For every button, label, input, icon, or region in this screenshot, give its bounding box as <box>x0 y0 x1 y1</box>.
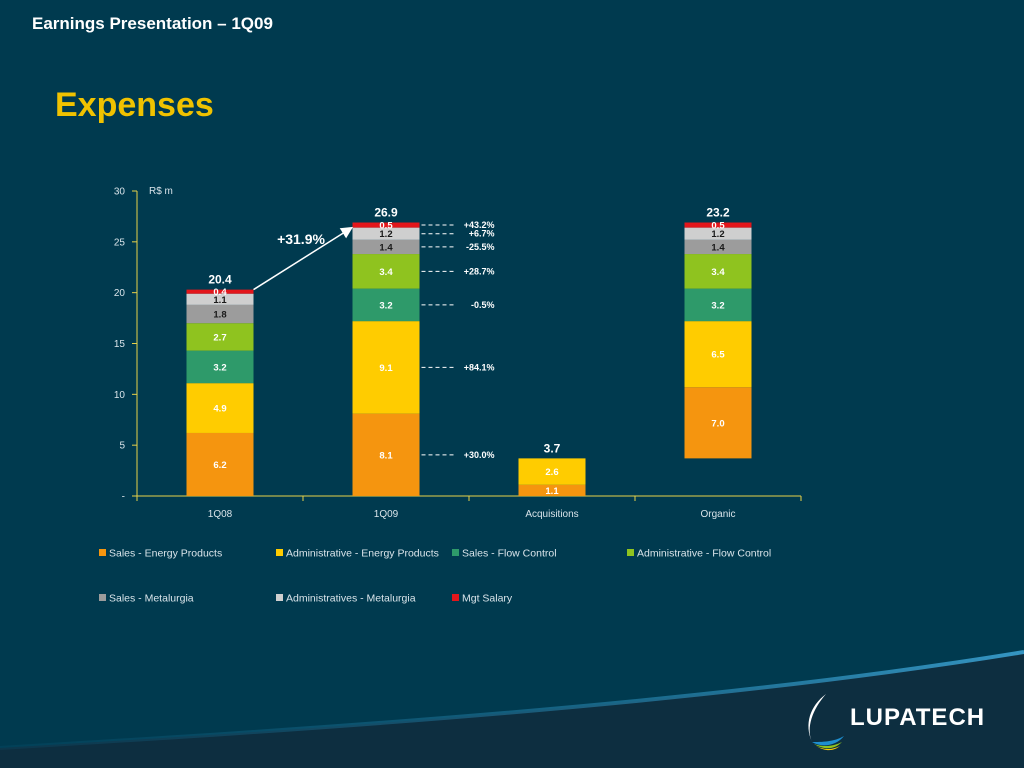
bar-segment <box>684 222 752 228</box>
bar-total-label: 20.4 <box>208 273 232 287</box>
chart-legend: Sales - Energy Products Administrative - … <box>99 548 771 605</box>
bar-segment <box>684 321 752 388</box>
y-tick-label: 20 <box>114 288 126 299</box>
bar-segment <box>186 289 254 294</box>
bar-segment <box>352 222 420 228</box>
data-label: 1.4 <box>711 242 725 253</box>
data-label: 3.2 <box>379 300 392 311</box>
bar-segment <box>186 304 254 324</box>
bar-segment <box>352 413 420 496</box>
bar-total-label: 26.9 <box>374 206 398 220</box>
data-label: 1.4 <box>379 242 393 253</box>
data-label: 1.1 <box>213 295 227 306</box>
data-label: 9.1 <box>379 363 393 374</box>
x-tick-label: Acquisitions <box>525 509 578 520</box>
bar-segment <box>518 458 586 485</box>
legend-swatch <box>452 594 459 601</box>
data-label: 0.5 <box>711 221 725 232</box>
brand-name: LUPATECH <box>850 704 986 731</box>
bar-segment <box>352 227 420 240</box>
lupatech-logo-icon <box>808 694 844 751</box>
legend-label: Sales - Metalurgia <box>109 593 194 605</box>
bar-segment <box>186 323 254 351</box>
y-axis-unit-label: R$ m <box>149 186 173 197</box>
data-label: 3.4 <box>379 267 393 278</box>
legend-label: Administratives - Metalurgia <box>286 593 416 605</box>
change-percent-label: +43.2% <box>464 220 495 230</box>
bar-segment <box>186 432 254 496</box>
legend-label: Sales - Flow Control <box>462 548 557 560</box>
data-label: 6.5 <box>711 350 725 361</box>
bar-segment <box>352 321 420 414</box>
background-swoosh <box>0 650 1024 768</box>
legend-label: Mgt Salary <box>462 593 513 605</box>
data-label: 4.9 <box>213 404 226 415</box>
y-tick-label: - <box>122 492 125 503</box>
x-tick-label: Organic <box>700 509 735 520</box>
bar-segment <box>352 239 420 255</box>
bar-segment <box>684 288 752 322</box>
x-tick-label: 1Q09 <box>374 509 399 520</box>
bar-segment <box>186 383 254 433</box>
x-tick-label: 1Q08 <box>208 509 233 520</box>
data-label: 1.1 <box>545 486 559 497</box>
legend-swatch <box>627 549 634 556</box>
data-label: 3.2 <box>213 362 226 373</box>
presentation-header: Earnings Presentation – 1Q09 <box>32 14 273 33</box>
change-percent-label: -0.5% <box>471 300 495 310</box>
bar-total-label: 23.2 <box>706 206 730 220</box>
bar-segment <box>684 227 752 240</box>
legend-label: Sales - Energy Products <box>109 548 222 560</box>
growth-arrow <box>253 226 354 291</box>
data-label: 3.2 <box>711 300 724 311</box>
data-label: 1.2 <box>379 229 392 240</box>
data-label: 2.7 <box>213 332 226 343</box>
change-percent-label: +30.0% <box>464 450 495 460</box>
brand-logo: LUPATECH <box>800 690 1000 752</box>
data-label: 8.1 <box>379 450 393 461</box>
data-label: 2.6 <box>545 467 558 478</box>
bar-segment <box>684 239 752 255</box>
y-tick-label: 30 <box>114 187 126 198</box>
y-tick-label: 5 <box>119 441 125 452</box>
legend-swatch <box>452 549 459 556</box>
chart-axes: - 5 10 15 20 25 30 R$ m 1Q08 1Q09 Acquisitions Orga… <box>114 186 802 520</box>
legend-swatch <box>276 594 283 601</box>
slide-title: Expenses <box>55 86 214 124</box>
data-label: 0.5 <box>379 221 393 232</box>
growth-percent-label: +31.9% <box>277 231 325 247</box>
legend-swatch <box>276 549 283 556</box>
bar-segment <box>352 254 420 289</box>
y-tick-label: 15 <box>114 339 126 350</box>
y-tick-label: 25 <box>114 237 126 248</box>
legend-label: Administrative - Energy Products <box>286 548 439 560</box>
legend-swatch <box>99 594 106 601</box>
data-label: 7.0 <box>711 418 724 429</box>
change-percent-label: +28.7% <box>464 266 495 276</box>
change-percent-label: -25.5% <box>466 242 495 252</box>
chart-annotations: +30.0% +84.1% -0.5% +28.7% -25.5% +6.7%+43.2%… <box>253 220 495 460</box>
data-label: 1.2 <box>711 229 724 240</box>
bar-segment <box>518 484 586 496</box>
data-label: 6.2 <box>213 460 226 471</box>
bar-total-label: 3.7 <box>544 441 561 455</box>
change-percent-label: +6.7% <box>469 229 495 239</box>
data-label: 1.8 <box>213 310 226 321</box>
data-label: 3.4 <box>711 267 725 278</box>
change-percent-label: +84.1% <box>464 362 495 372</box>
legend-swatch <box>99 549 106 556</box>
bar-segment <box>684 254 752 289</box>
bar-segment <box>352 288 420 322</box>
bar-segment <box>186 350 254 384</box>
data-label: 0.4 <box>213 287 227 298</box>
legend-label: Administrative - Flow Control <box>637 548 771 560</box>
chart-bars: 6.24.93.22.71.81.10.420.48.19.13.23.41.4… <box>186 206 752 497</box>
bar-segment <box>186 293 254 305</box>
y-tick-label: 10 <box>114 390 126 401</box>
bar-segment <box>684 387 752 459</box>
